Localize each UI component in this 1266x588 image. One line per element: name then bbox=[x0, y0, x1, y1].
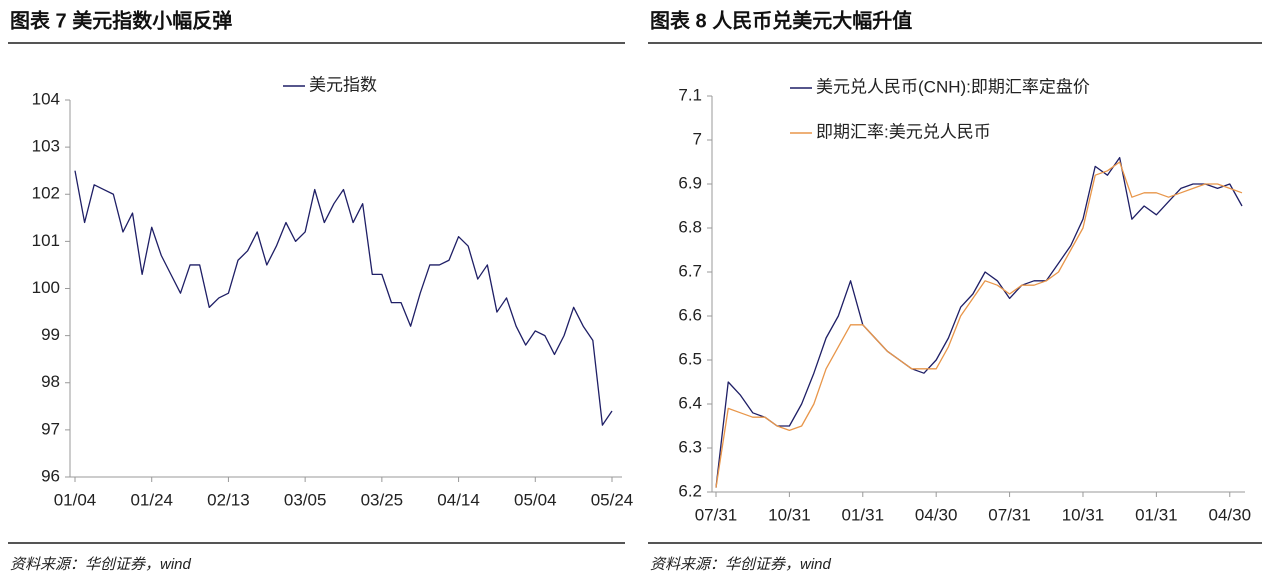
y-tick-label: 6.2 bbox=[678, 481, 702, 500]
y-tick-label: 6.5 bbox=[678, 349, 702, 368]
y-tick-label: 7.1 bbox=[678, 85, 702, 104]
y-tick-label: 97 bbox=[41, 419, 60, 438]
x-tick-label: 03/05 bbox=[284, 490, 327, 509]
x-tick-label: 02/13 bbox=[207, 490, 250, 509]
legend-label: 即期汇率:美元兑人民币 bbox=[816, 122, 991, 141]
y-tick-label: 6.4 bbox=[678, 393, 702, 412]
panel-title: 图表 8 人民币兑美元大幅升值 bbox=[650, 8, 912, 32]
x-tick-label: 01/04 bbox=[54, 490, 97, 509]
y-tick-label: 99 bbox=[41, 325, 60, 344]
x-tick-label: 04/14 bbox=[437, 490, 480, 509]
x-tick-label: 10/31 bbox=[768, 505, 811, 524]
data-line bbox=[74, 170, 613, 426]
y-tick-label: 6.9 bbox=[678, 173, 702, 192]
x-tick-label: 05/04 bbox=[514, 490, 557, 509]
x-tick-label: 01/31 bbox=[1135, 505, 1178, 524]
y-tick-label: 6.8 bbox=[678, 217, 702, 236]
y-tick-label: 102 bbox=[32, 184, 60, 203]
legend-label: 美元兑人民币(CNH):即期汇率定盘价 bbox=[816, 77, 1090, 96]
x-tick-label: 04/30 bbox=[1208, 505, 1251, 524]
source-note: 资料来源：华创证券，wind bbox=[650, 556, 832, 573]
y-tick-label: 100 bbox=[32, 278, 60, 297]
x-tick-label: 10/31 bbox=[1062, 505, 1105, 524]
x-tick-label: 03/25 bbox=[361, 490, 404, 509]
y-tick-label: 104 bbox=[32, 89, 60, 108]
x-tick-label: 01/24 bbox=[130, 490, 173, 509]
y-tick-label: 96 bbox=[41, 466, 60, 485]
x-tick-label: 07/31 bbox=[988, 505, 1031, 524]
data-line bbox=[715, 156, 1243, 488]
x-tick-label: 05/24 bbox=[591, 490, 634, 509]
y-tick-label: 103 bbox=[32, 137, 60, 156]
x-tick-label: 01/31 bbox=[842, 505, 885, 524]
panel-title: 图表 7 美元指数小幅反弹 bbox=[10, 8, 232, 32]
y-tick-label: 7 bbox=[693, 129, 702, 148]
data-line bbox=[715, 161, 1243, 488]
source-note: 资料来源：华创证券，wind bbox=[10, 556, 192, 573]
y-tick-label: 101 bbox=[32, 231, 60, 250]
x-tick-label: 07/31 bbox=[695, 505, 738, 524]
y-tick-label: 98 bbox=[41, 372, 60, 391]
x-tick-label: 04/30 bbox=[915, 505, 958, 524]
y-tick-label: 6.6 bbox=[678, 305, 702, 324]
y-tick-label: 6.3 bbox=[678, 437, 702, 456]
legend-label: 美元指数 bbox=[309, 75, 377, 94]
y-tick-label: 6.7 bbox=[678, 261, 702, 280]
